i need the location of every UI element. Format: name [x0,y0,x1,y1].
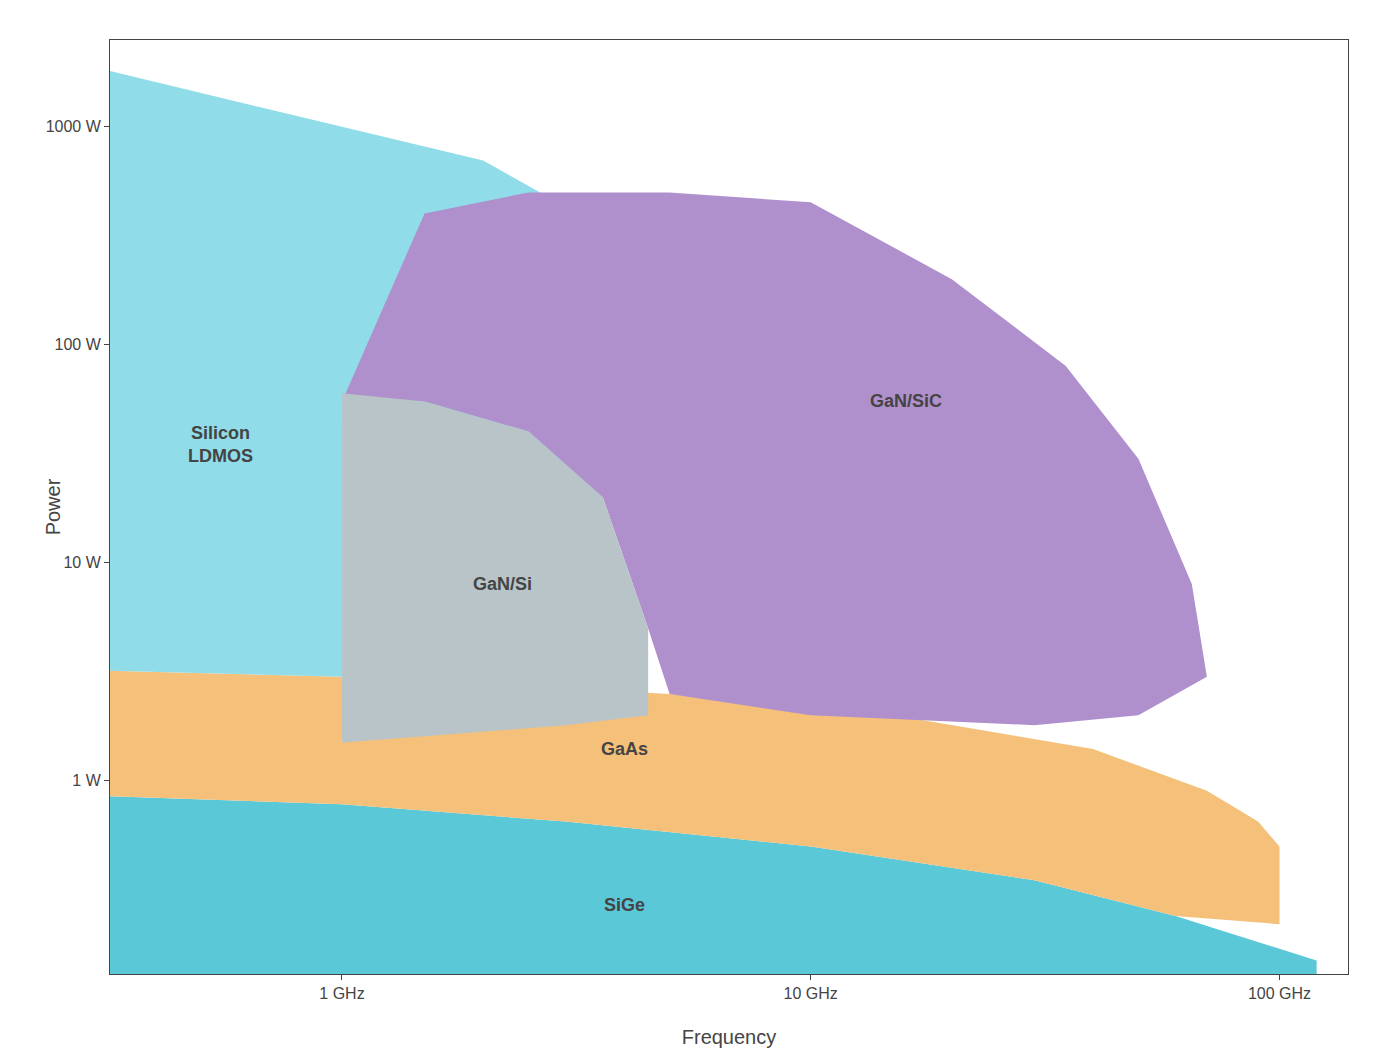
svg-text:GaN/Si: GaN/Si [473,574,532,594]
svg-text:1000 W: 1000 W [46,118,102,135]
svg-text:GaN/SiC: GaN/SiC [870,391,942,411]
svg-text:GaAs: GaAs [601,739,648,759]
svg-text:1 GHz: 1 GHz [319,985,364,1002]
svg-text:SiGe: SiGe [604,895,645,915]
svg-text:Frequency: Frequency [682,1026,777,1048]
svg-text:100 W: 100 W [55,336,102,353]
svg-text:SiliconLDMOS: SiliconLDMOS [188,423,253,466]
svg-text:100 GHz: 100 GHz [1248,985,1311,1002]
svg-text:Power: Power [42,478,64,535]
svg-text:10 GHz: 10 GHz [784,985,838,1002]
svg-text:10 W: 10 W [63,554,101,571]
svg-text:1 W: 1 W [72,772,101,789]
